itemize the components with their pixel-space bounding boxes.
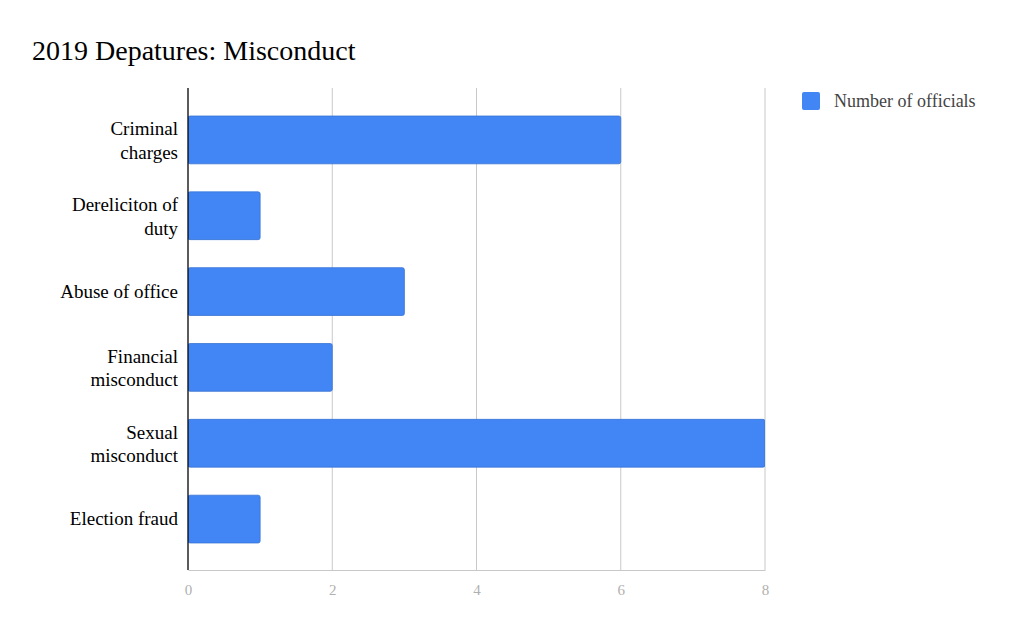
legend-swatch: [802, 92, 820, 110]
y-tick: Financialmisconduct: [90, 346, 188, 391]
y-tick: Criminalcharges: [110, 118, 188, 163]
y-tick: Sexualmisconduct: [90, 422, 188, 467]
y-tick-label: Election fraud: [70, 508, 179, 529]
bars: [188, 116, 765, 543]
x-tick-label: 6: [618, 582, 626, 598]
grid-line: [188, 88, 189, 570]
x-axis-line: [189, 570, 766, 571]
x-tick-label: 4: [473, 582, 481, 598]
y-tick-label: Financialmisconduct: [90, 346, 178, 391]
bar: [188, 344, 332, 392]
y-tick-label: Dereliciton ofduty: [72, 194, 179, 239]
bar: [188, 495, 260, 543]
x-tick: 6: [618, 570, 626, 598]
y-tick: Abuse of office: [60, 281, 188, 302]
y-tick: Dereliciton ofduty: [72, 194, 188, 239]
x-tick-label: 2: [329, 582, 337, 598]
bar: [188, 268, 404, 316]
plot: 0 2 4 6 8 Criminalcharges Dereliciton ofduty Ab…: [60, 88, 769, 598]
title: 2019 Depatures: Misconduct: [32, 35, 356, 66]
x-tick: 0: [185, 570, 193, 598]
x-tick-label: 0: [185, 582, 193, 598]
bar: [188, 419, 765, 467]
legend: Number of officials: [802, 91, 976, 111]
y-tick-label: Criminalcharges: [110, 118, 178, 163]
bar: [188, 116, 621, 164]
y-axis: Criminalcharges Dereliciton ofduty Abuse o…: [60, 88, 188, 570]
bar: [188, 192, 260, 240]
chart: 2019 Depatures: Misconduct 0 2 4 6 8 Criminalc…: [0, 0, 1024, 633]
x-tick: 8: [762, 570, 770, 598]
y-tick-label: Sexualmisconduct: [90, 422, 178, 467]
x-tick: 2: [329, 570, 337, 598]
grid: [188, 88, 765, 570]
y-axis-line: [187, 88, 188, 570]
grid-line: [765, 88, 766, 570]
x-axis: 0 2 4 6 8: [185, 570, 770, 598]
x-tick-label: 8: [762, 582, 770, 598]
y-tick: Election fraud: [70, 508, 188, 529]
y-tick-label: Abuse of office: [60, 281, 178, 302]
x-tick: 4: [473, 570, 481, 598]
legend-label: Number of officials: [834, 91, 976, 111]
